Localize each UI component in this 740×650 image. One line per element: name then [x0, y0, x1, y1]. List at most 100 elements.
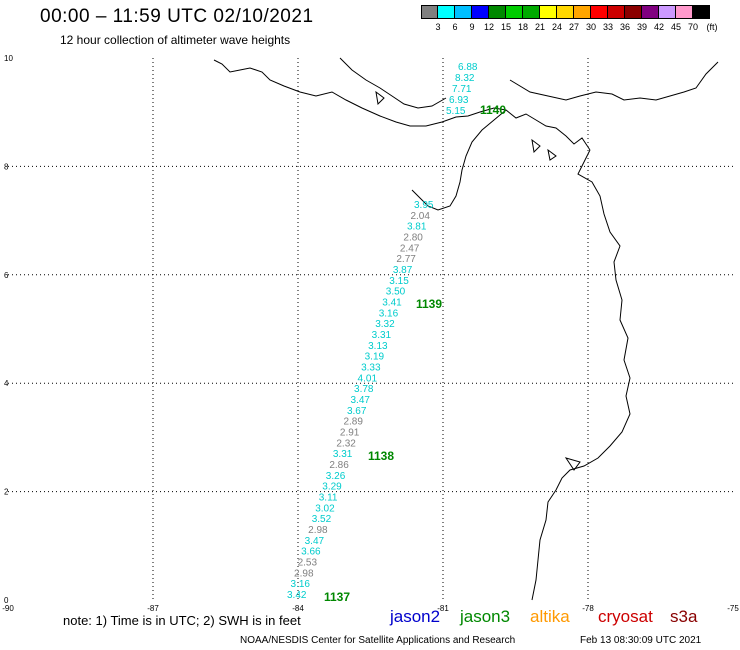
wave-height-label: 3.50 [386, 287, 406, 298]
credit-line: NOAA/NESDIS Center for Satellite Applica… [240, 635, 516, 646]
wave-height-label: 2.86 [329, 460, 349, 471]
legend-swatch [574, 5, 591, 19]
legend-tick: 39 [636, 22, 648, 32]
legend-swatch [693, 5, 710, 19]
wave-height-label: 2.91 [340, 428, 360, 439]
legend-swatch [455, 5, 472, 19]
legend-swatch [421, 5, 438, 19]
x-tick-label: -87 [147, 604, 159, 613]
legend-tick: 18 [517, 22, 529, 32]
pass-labels: 1137 1138 1139 1140 [324, 103, 506, 604]
map-grid [8, 58, 733, 600]
legend-tick: 27 [568, 22, 580, 32]
legend-swatch [659, 5, 676, 19]
wave-height-label: 2.47 [400, 243, 420, 254]
legend-tick: 30 [585, 22, 597, 32]
legend-swatch [591, 5, 608, 19]
legend-swatch [438, 5, 455, 19]
wave-height-label: 3.33 [361, 363, 381, 374]
wave-height-label: 3.15 [389, 276, 409, 287]
wave-height-label: 8.32 [455, 73, 475, 84]
wave-height-label: 3.19 [365, 352, 385, 363]
map-title: 00:00 – 11:59 UTC 02/10/2021 [40, 6, 314, 27]
wave-height-label: 2.80 [403, 233, 423, 244]
y-tick-label: 0 [4, 596, 9, 605]
wave-height-label: 3.47 [351, 395, 371, 406]
legend-swatch [557, 5, 574, 19]
wave-height-label: 3.29 [322, 482, 342, 493]
wave-height-label: 3.52 [312, 514, 332, 525]
map-subtitle: 12 hour collection of altimeter wave hei… [60, 33, 291, 47]
wave-height-label: 3.41 [382, 298, 402, 309]
wave-height-label: 2.04 [410, 211, 430, 222]
pass-number-label: 1139 [416, 297, 442, 311]
wave-height-label: 2.53 [298, 558, 318, 569]
wave-height-label: 2.89 [343, 417, 363, 428]
wave-height-label: 3.13 [368, 341, 388, 352]
wave-height-label: 3.81 [407, 222, 427, 233]
y-tick-label: 8 [4, 162, 9, 171]
wave-height-label: 3.87 [393, 265, 413, 276]
wave-height-label: 3.02 [315, 503, 335, 514]
coastline-east [531, 149, 631, 601]
legend-tick: 45 [670, 22, 682, 32]
legend-tick: 12 [483, 22, 495, 32]
legend-swatch [608, 5, 625, 19]
wave-height-label: 5.15 [446, 106, 466, 117]
coastline-north [213, 59, 591, 151]
wave-height-label: 2.32 [336, 438, 356, 449]
legend-tick: 33 [602, 22, 614, 32]
wave-height-label: 6.93 [449, 95, 469, 106]
wave-height-label: 3.78 [354, 384, 374, 395]
legend-tick: 42 [653, 22, 665, 32]
coastline-islands [375, 90, 581, 471]
wave-height-label: 4.01 [358, 373, 378, 384]
x-tick-label: -81 [437, 604, 449, 613]
y-tick-label: 6 [4, 271, 9, 280]
wave-height-label: 3.26 [326, 471, 346, 482]
x-tick-label: -75 [727, 604, 739, 613]
wave-height-label: 3.47 [305, 536, 325, 547]
legend-tick: 6 [452, 22, 458, 32]
legend-cryosat: cryosat [598, 607, 653, 626]
footer-note: note: 1) Time is in UTC; 2) SWH is in fe… [63, 613, 301, 628]
wave-height-label: 6.88 [458, 62, 478, 73]
legend-jason3: jason3 [460, 607, 511, 626]
y-tick-label: 10 [4, 54, 13, 63]
wave-height-label: 7.71 [452, 84, 472, 95]
legend-tick: 9 [469, 22, 475, 32]
legend-tick: 15 [500, 22, 512, 32]
legend-tick: 70 [687, 22, 699, 32]
x-tick-label: -78 [582, 604, 594, 613]
legend-swatch [506, 5, 523, 19]
wave-height-label: 2.98 [294, 568, 314, 579]
legend-swatch [472, 5, 489, 19]
generated-timestamp: Feb 13 08:30:09 UTC 2021 [580, 635, 702, 646]
x-tick-label: -90 [2, 604, 14, 613]
pass-number-label: 1138 [368, 449, 394, 463]
legend-s3a: s3a [670, 607, 698, 626]
y-tick-label: 2 [4, 488, 9, 497]
wave-height-label: 3.67 [347, 406, 367, 417]
wave-height-label: 3.42 [287, 590, 307, 601]
coastline-gulf [411, 109, 507, 211]
pass-number-label: 1140 [480, 103, 506, 117]
wave-height-label: 2.77 [396, 254, 416, 265]
wave-height-label: 3.31 [333, 449, 353, 460]
legend-tick: 3 [435, 22, 441, 32]
legend-tick: 36 [619, 22, 631, 32]
legend-swatch [489, 5, 506, 19]
legend-swatch [642, 5, 659, 19]
legend-altika: altika [530, 607, 570, 626]
legend-unit: (ft) [706, 22, 718, 32]
wave-height-labels: 6.888.327.716.935.15 3.952.043.812.802.47… [287, 62, 478, 601]
legend-tick: 24 [551, 22, 563, 32]
legend-swatch [540, 5, 557, 19]
wave-height-label: 2.98 [308, 525, 328, 536]
wave-height-label: 3.16 [291, 579, 311, 590]
legend-tick: 21 [534, 22, 546, 32]
coastline-top-right [339, 57, 719, 109]
wave-height-label: 3.32 [375, 319, 395, 330]
wave-height-label: 3.11 [319, 493, 338, 504]
